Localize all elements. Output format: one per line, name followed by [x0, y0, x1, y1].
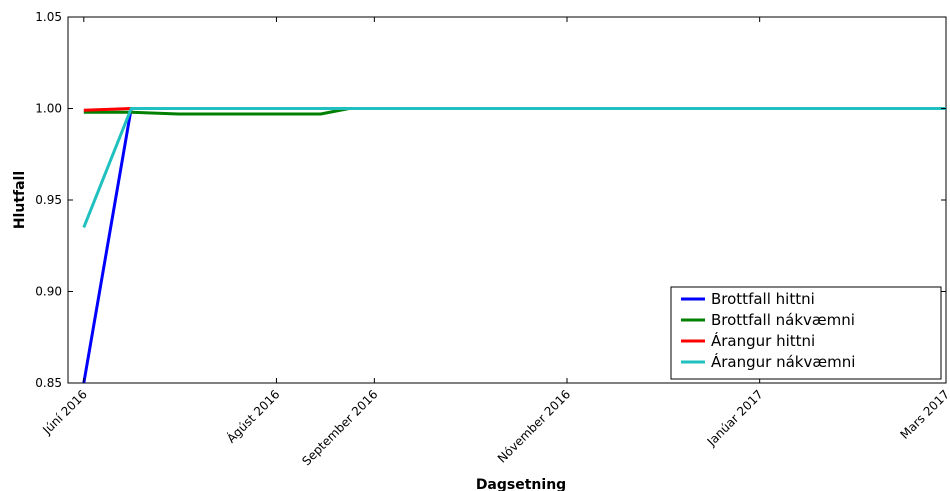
legend-label: Árangur hittni: [711, 331, 815, 350]
x-axis-title: Dagsetning: [476, 477, 566, 491]
y-tick-label: 1.05: [35, 10, 62, 24]
legend-label: Brottfall nákvæmni: [711, 311, 855, 329]
series-line: [82, 107, 946, 228]
y-axis-ticks: 0.85 0.90 0.95 1.00 1.05: [35, 10, 946, 390]
x-tick-label: Júní 2016: [39, 387, 90, 438]
y-tick-label: 1.00: [35, 102, 62, 116]
legend-box: [670, 286, 942, 380]
x-tick-label: Ágúst 2016: [223, 387, 282, 446]
y-axis-title: Hlutfall: [12, 171, 28, 229]
plot-area: 0.85 0.90 0.95 1.00 1.05 Júní 2016 Ágúst 2016…: [35, 10, 950, 468]
x-tick-label: Nóvember 2016: [495, 387, 573, 465]
y-tick-label: 0.90: [35, 285, 62, 299]
legend-label: Árangur nákvæmni: [711, 352, 855, 371]
x-tick-label: September 2016: [299, 387, 380, 468]
x-tick-label: Janúar 2017: [704, 387, 766, 449]
legend-label: Brottfall hittni: [711, 290, 815, 308]
x-tick-label: Mars 2017: [897, 387, 950, 442]
chart-legend: Brottfall hittni Brottfall nákvæmni Árangu…: [670, 286, 942, 380]
y-tick-label: 0.95: [35, 193, 62, 207]
series-layer: [82, 107, 946, 384]
y-tick-label: 0.85: [35, 376, 62, 390]
